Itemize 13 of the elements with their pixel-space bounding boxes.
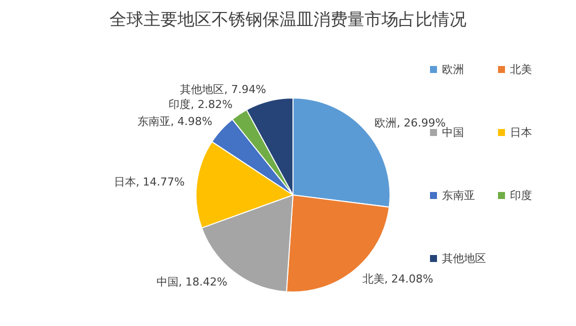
legend-label: 其他地区 — [442, 251, 486, 266]
legend-label: 东南亚 — [442, 188, 475, 203]
data-label: 印度, 2.82% — [168, 98, 233, 111]
data-label: 其他地区, 7.94% — [180, 82, 266, 96]
data-label: 中国, 18.42% — [156, 276, 228, 289]
legend-label: 北美 — [510, 62, 532, 77]
data-label: 日本, 14.77% — [114, 176, 185, 189]
data-label: 北美, 24.08% — [362, 272, 434, 286]
legend-label: 欧洲 — [442, 62, 464, 77]
legend-label: 印度 — [510, 188, 532, 203]
chart-title: 全球主要地区不锈钢保温皿消费量市场占比情况 — [108, 9, 468, 31]
legend-label: 日本 — [510, 125, 532, 140]
data-label: 东南亚, 4.98% — [137, 115, 212, 128]
